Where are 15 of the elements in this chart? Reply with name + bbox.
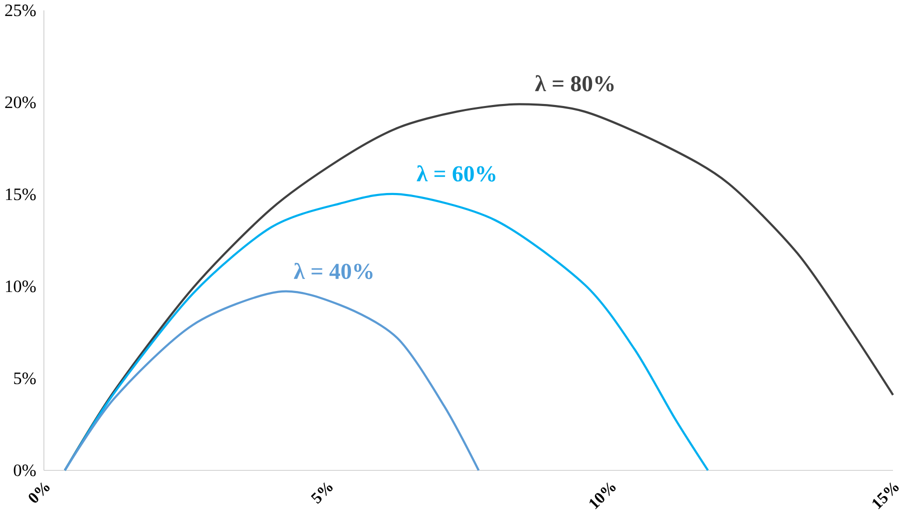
series-label: λ = 80% [535, 75, 614, 92]
line-series [64, 193, 709, 472]
series-label: λ = 60% [416, 166, 496, 182]
series-label: λ = 40% [294, 263, 372, 280]
x-tick-label: 10% [590, 482, 616, 510]
x-tick-label: 0% [28, 482, 50, 503]
x-tick-label: 5% [310, 482, 333, 504]
y-tick-label: 10% [6, 280, 36, 292]
y-tick-label: 25% [5, 4, 36, 16]
y-tick-label: 5% [14, 372, 36, 384]
y-tick-label: 0% [14, 464, 36, 476]
y-tick-label: 20% [5, 96, 36, 108]
line-series [64, 290, 480, 472]
y-tick-label: 15% [6, 188, 36, 200]
x-tick-label: 15% [872, 482, 899, 510]
